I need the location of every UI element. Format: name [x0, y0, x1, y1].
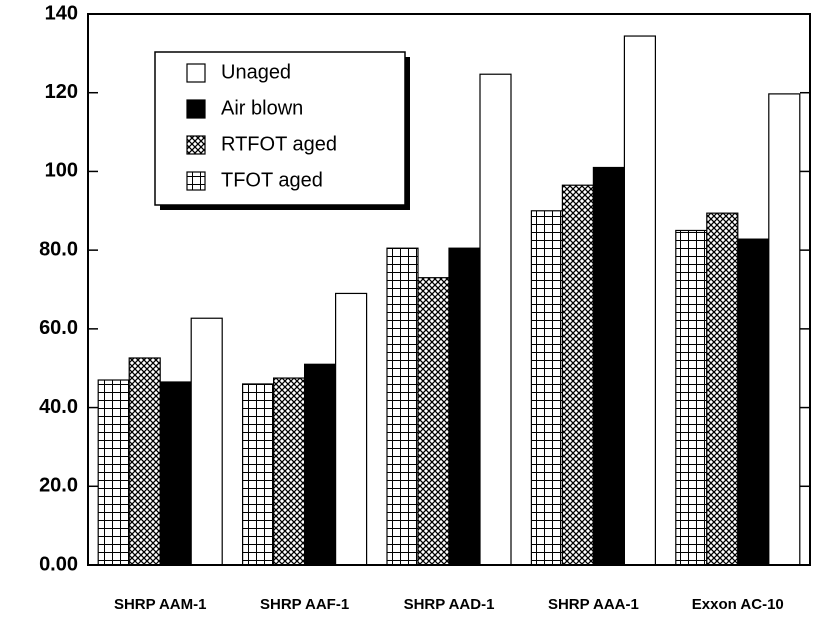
bar: [561, 184, 595, 566]
y-tick-label: 60.0: [39, 317, 78, 339]
legend-label: RTFOT aged: [221, 133, 337, 155]
bar: [386, 247, 419, 566]
legend-label: Unaged: [221, 61, 291, 83]
bar: [273, 377, 306, 566]
legend-swatch: [186, 135, 206, 155]
bar: [159, 381, 192, 566]
bar: [417, 277, 450, 566]
y-tick-label: 40.0: [39, 396, 78, 418]
bar: [448, 247, 481, 566]
legend-label: Air blown: [221, 97, 303, 119]
bar: [190, 317, 223, 566]
y-tick-label: 120: [45, 81, 78, 103]
y-tick-label: 0.00: [39, 553, 78, 575]
bar: [737, 238, 770, 566]
x-tick-label: SHRP AAF-1: [260, 596, 349, 613]
plot-frame: [87, 13, 811, 566]
bar: [706, 212, 739, 566]
bar: [530, 210, 564, 566]
y-tick-label: 140: [45, 2, 78, 24]
y-tick-label: 20.0: [39, 475, 78, 497]
bar: [479, 73, 512, 566]
bar: [242, 383, 275, 566]
bar: [623, 35, 657, 566]
bar: [128, 357, 161, 566]
legend-label: TFOT aged: [221, 169, 323, 191]
bar: [675, 229, 708, 566]
legend-swatch: [186, 99, 206, 119]
bar: [304, 363, 337, 566]
bar: [768, 93, 801, 566]
x-tick-label: Exxon AC-10: [692, 596, 784, 613]
y-tick-label: 80.0: [39, 238, 78, 260]
legend-swatch: [186, 171, 206, 191]
bar: [97, 379, 130, 566]
legend-swatch: [186, 63, 206, 83]
bar: [335, 292, 368, 566]
bar: [592, 166, 626, 566]
x-tick-label: SHRP AAD-1: [404, 596, 495, 613]
y-tick-label: 100: [45, 160, 78, 182]
x-tick-label: SHRP AAM-1: [114, 596, 207, 613]
x-tick-label: SHRP AAA-1: [548, 596, 639, 613]
